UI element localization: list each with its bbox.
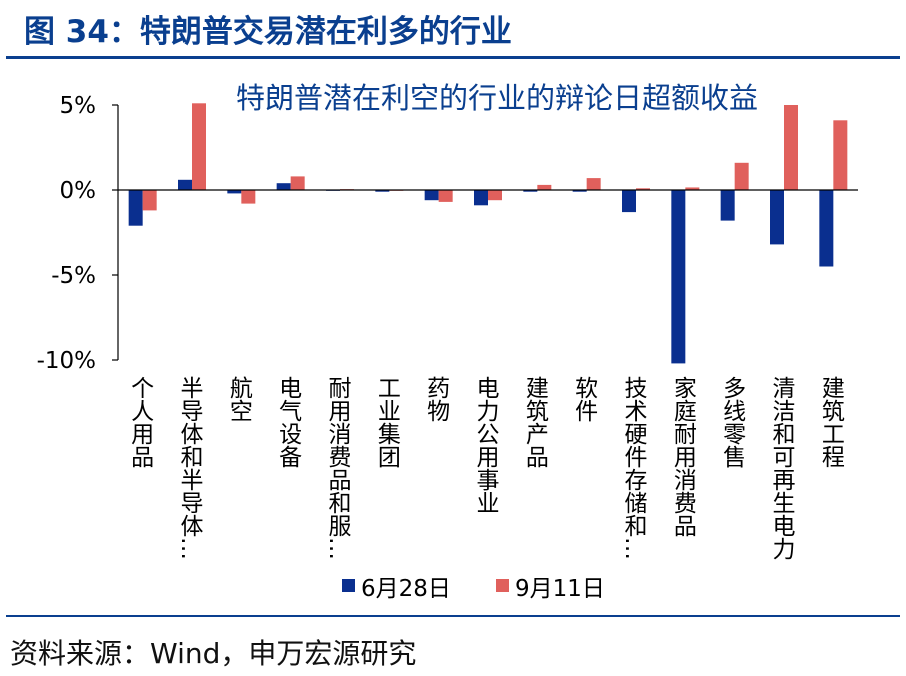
y-tick-label: -5% [51, 263, 96, 289]
bar-series-1 [375, 190, 390, 192]
x-tick-label: 电力公用事业 [472, 376, 500, 514]
x-tick-label: 药物 [423, 376, 451, 422]
x-tick-label: 耐用消费品和服… [324, 376, 352, 560]
header-rule [6, 56, 900, 59]
bar-series-2 [488, 190, 502, 201]
bar-chart: 特朗普潜在利空的行业的辩论日超额收益 5% 0% -5% -10% 个人用品 半导体和半… [37, 81, 858, 602]
bar-series-2 [784, 105, 798, 190]
bar-series-1 [424, 190, 439, 201]
bar-series-2 [734, 162, 749, 190]
y-tick-label: -10% [37, 348, 96, 374]
bar-series-1 [227, 190, 242, 194]
bar-series-1 [720, 190, 735, 221]
bar-series-2 [241, 190, 256, 204]
legend: 6月28日 9月11日 [342, 576, 605, 602]
chart-title: 特朗普潜在利空的行业的辩论日超额收益 [236, 81, 758, 115]
legend-swatch-series-1 [342, 579, 355, 592]
bar-series-1 [474, 190, 488, 206]
bar-series-1 [523, 190, 538, 192]
legend-label-series-2: 9月11日 [515, 576, 605, 602]
x-tick-label: 航空 [225, 376, 253, 422]
bar-series-2 [192, 103, 206, 190]
bar-series-2 [438, 190, 453, 202]
y-tick-label: 5% [60, 93, 97, 119]
bar-series-1 [128, 190, 143, 226]
x-tick-label: 个人用品 [127, 376, 155, 468]
legend-label-series-1: 6月28日 [361, 576, 451, 602]
bar-series-1 [178, 179, 192, 190]
y-tick-label: 0% [60, 178, 97, 204]
x-tick-label: 建筑工程 [817, 376, 845, 468]
bars [128, 103, 848, 364]
bar-series-1 [276, 183, 291, 190]
bar-series-1 [819, 190, 834, 267]
source-note: 资料来源：Wind，申万宏源研究 [10, 637, 417, 670]
y-axis: 5% 0% -5% -10% [37, 93, 119, 374]
bar-series-2 [833, 120, 848, 190]
bar-series-2 [537, 184, 552, 190]
x-tick-label: 半导体和半导体… [176, 376, 204, 560]
bar-series-2 [290, 176, 305, 190]
x-tick-label: 清洁和可再生电力 [768, 376, 796, 560]
bar-series-1 [770, 190, 784, 245]
bar-series-2 [142, 190, 157, 211]
bar-series-2 [586, 178, 601, 190]
figure-title: 图 34：特朗普交易潜在利多的行业 [24, 14, 512, 50]
bar-series-1 [671, 190, 686, 364]
x-tick-label: 技术硬件存储和… [620, 376, 648, 560]
bar-series-2 [685, 187, 700, 190]
x-tick-label: 多线零售 [719, 376, 747, 468]
x-tick-label: 工业集团 [373, 376, 401, 468]
bar-series-1 [572, 190, 587, 192]
x-tick-label: 建筑产品 [521, 376, 549, 468]
footer-rule [6, 615, 900, 617]
legend-swatch-series-2 [496, 579, 509, 592]
x-tick-label: 电气设备 [275, 376, 303, 468]
bar-series-2 [636, 188, 650, 190]
x-tick-label: 家庭耐用消费品 [669, 376, 697, 537]
x-tick-label: 软件 [571, 376, 599, 422]
x-tick-labels: 个人用品 半导体和半导体… 航空 电气设备 耐用消费品和服… 工业集团 药物 电力公用事业 建筑… [127, 376, 845, 560]
bar-series-1 [622, 190, 636, 213]
